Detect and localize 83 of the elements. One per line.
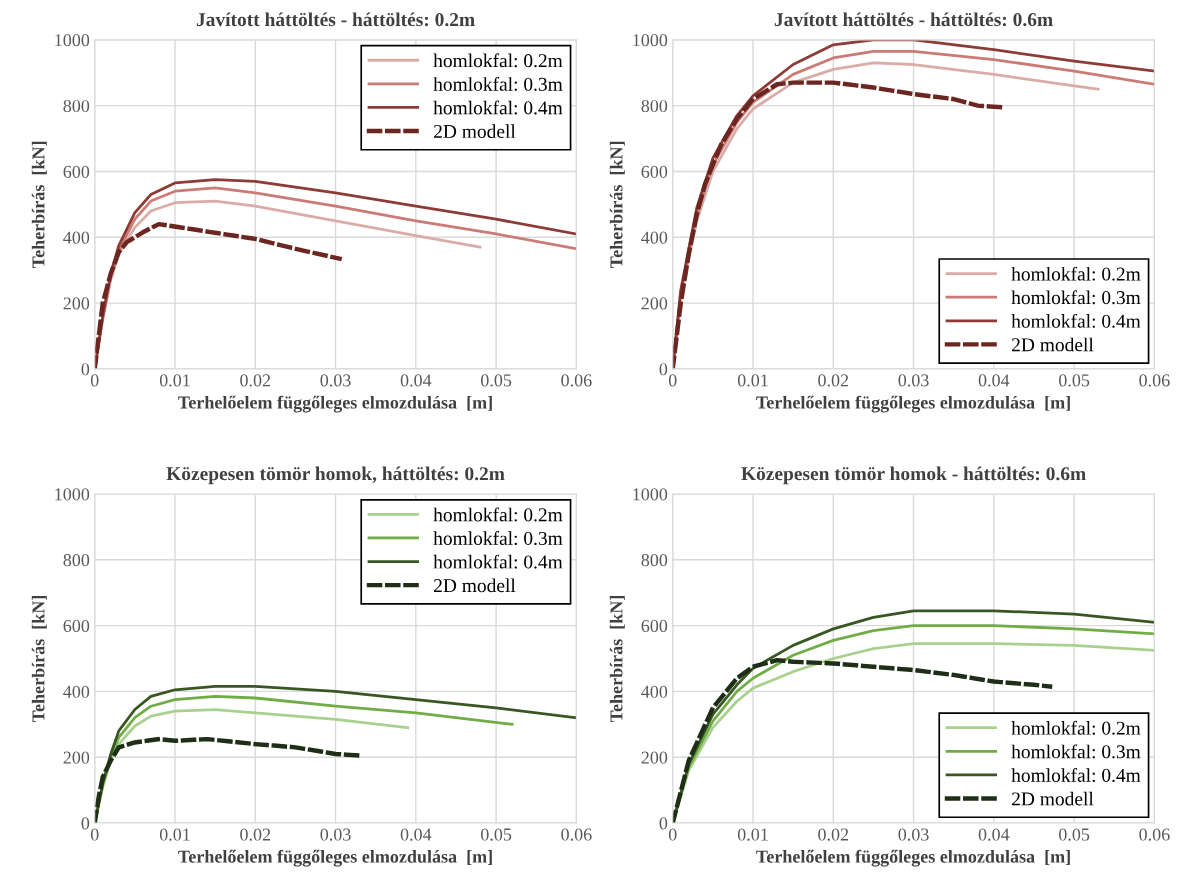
- y-tick-label: 400: [641, 231, 668, 244]
- x-tick-label: 0.06: [1139, 374, 1170, 387]
- legend-label: homlokfal: 0.4m: [1011, 768, 1141, 782]
- x-tick-label: 0.01: [159, 374, 190, 387]
- y-tick-label: 200: [63, 297, 90, 310]
- legend-label: homlokfal: 0.2m: [1011, 266, 1141, 281]
- y-tick-label: 800: [63, 554, 90, 567]
- y-tick-label: 400: [641, 685, 668, 698]
- y-tick-label: 0: [659, 817, 668, 830]
- legend-label: homlokfal: 0.3m: [1011, 290, 1141, 305]
- legend-label: homlokfal: 0.2m: [433, 507, 563, 522]
- x-axis-title: Terhelőelem függőleges elmozdulása [m]: [756, 849, 1070, 867]
- line-series: [94, 221, 342, 369]
- x-tick-label: 0.01: [737, 828, 768, 841]
- x-tick-label: 0: [90, 828, 99, 841]
- chart-title: Javított háttöltés - háttöltés: 0.2m: [196, 12, 475, 27]
- legend-label: 2D modell: [1012, 337, 1094, 352]
- x-tick-label: 0.05: [1059, 828, 1090, 841]
- y-tick-label: 600: [63, 165, 90, 178]
- x-axis-title: Terhelőelem függőleges elmozdulása [m]: [178, 395, 492, 413]
- x-tick-label: 0: [90, 374, 99, 387]
- x-tick-label: 0.04: [400, 374, 432, 387]
- legend-label: 2D modell: [434, 124, 516, 138]
- legend-label: homlokfal: 0.4m: [1011, 313, 1141, 328]
- legend-label: homlokfal: 0.3m: [1011, 744, 1141, 759]
- legend-label: homlokfal: 0.3m: [433, 76, 563, 91]
- legend-label: homlokfal: 0.3m: [433, 531, 563, 546]
- x-tick-label: 0.03: [898, 828, 929, 841]
- y-tick-label: 0: [81, 363, 90, 376]
- x-axis-title: Terhelőelem függőleges elmozdulása [m]: [178, 849, 492, 867]
- x-tick-label: 0.06: [1139, 828, 1170, 841]
- y-tick-label: 1000: [55, 488, 90, 501]
- chart-title: Javított háttöltés - háttöltés: 0.6m: [774, 12, 1053, 27]
- chart-title: Közepesen tömör homok, háttöltés: 0.2m: [166, 466, 505, 485]
- x-tick-label: 0.04: [978, 828, 1010, 841]
- x-tick-label: 0.04: [978, 374, 1010, 387]
- y-tick-label: 0: [659, 363, 668, 376]
- y-tick-label: 1000: [633, 488, 668, 501]
- x-tick-label: 0.02: [240, 828, 271, 841]
- legend-label: homlokfal: 0.4m: [433, 554, 563, 569]
- legend-label: homlokfal: 0.2m: [1011, 720, 1141, 735]
- x-tick-label: 0.06: [561, 374, 592, 387]
- x-tick-label: 0.03: [898, 374, 929, 387]
- y-tick-label: 200: [641, 297, 668, 310]
- x-tick-label: 0.05: [1059, 374, 1090, 387]
- x-tick-label: 0.02: [240, 374, 271, 387]
- x-axis-title: Terhelőelem függőleges elmozdulása [m]: [756, 395, 1070, 413]
- y-tick-label: 600: [641, 165, 668, 178]
- x-tick-label: 0.04: [400, 828, 432, 841]
- x-tick-label: 0.01: [159, 828, 190, 841]
- legend-label: homlokfal: 0.4m: [433, 100, 563, 115]
- x-tick-label: 0: [668, 374, 677, 387]
- legend-label: 2D modell: [434, 578, 516, 593]
- x-tick-label: 0.01: [737, 374, 768, 387]
- y-tick-label: 400: [63, 231, 90, 244]
- x-tick-label: 0.05: [481, 828, 512, 841]
- x-tick-label: 0.05: [481, 374, 512, 387]
- x-tick-label: 0.02: [818, 374, 849, 387]
- x-tick-label: 0.06: [561, 828, 592, 841]
- y-axis-title: Teherbírás [kN]: [31, 141, 47, 268]
- line-series: [94, 736, 362, 824]
- x-tick-label: 0.03: [320, 374, 351, 387]
- y-tick-label: 800: [641, 99, 668, 113]
- y-tick-label: 600: [641, 619, 668, 633]
- y-tick-label: 1000: [633, 34, 668, 47]
- y-tick-label: 1000: [55, 34, 90, 47]
- legend-label: 2D modell: [1012, 791, 1094, 806]
- y-tick-label: 800: [641, 554, 668, 567]
- y-axis-title: Teherbírás [kN]: [609, 595, 625, 723]
- y-tick-label: 200: [63, 751, 90, 764]
- y-axis-title: Teherbírás [kN]: [31, 595, 47, 723]
- line-series: [672, 80, 1005, 369]
- y-tick-label: 600: [63, 619, 90, 633]
- y-tick-label: 0: [81, 817, 90, 830]
- y-tick-label: 400: [63, 685, 90, 698]
- y-axis-title: Teherbírás [kN]: [609, 141, 625, 268]
- y-tick-label: 800: [63, 99, 90, 113]
- legend-label: homlokfal: 0.2m: [433, 53, 563, 68]
- y-tick-label: 200: [641, 751, 668, 764]
- x-tick-label: 0.03: [320, 828, 351, 841]
- x-tick-label: 0: [668, 828, 677, 841]
- chart-title: Közepesen tömör homok - háttöltés: 0.6m: [741, 466, 1086, 485]
- x-tick-label: 0.02: [818, 828, 849, 841]
